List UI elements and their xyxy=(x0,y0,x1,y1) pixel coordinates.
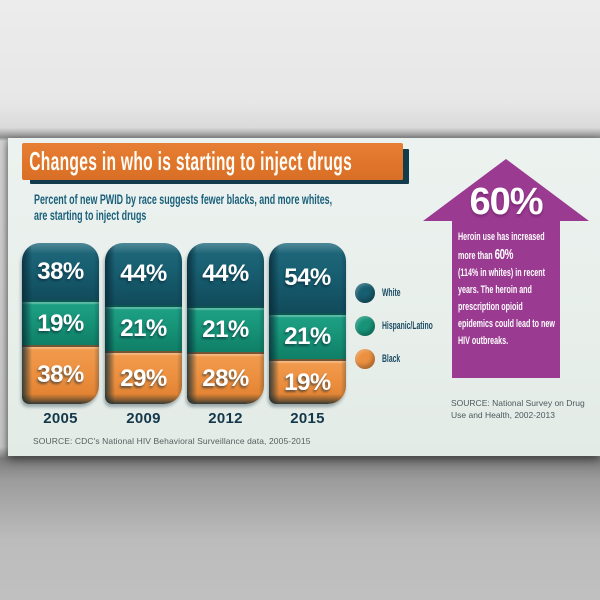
source-note-left: SOURCE: CDC's National HIV Behavioral Su… xyxy=(33,436,311,446)
callout-body: Heroin use has increased more than 60% (… xyxy=(458,229,557,350)
bar-segment-white: 54% xyxy=(269,243,346,313)
segment-value-label: 44% xyxy=(120,260,167,288)
subtitle-line-2: are starting to inject drugs xyxy=(34,207,147,223)
bar-segment-hispanic-latino: 21% xyxy=(187,305,264,353)
bar-segment-white: 44% xyxy=(187,243,264,306)
bar-2005: 38% 19% 38% xyxy=(22,243,99,404)
segment-value-label: 29% xyxy=(120,364,167,392)
legend-item: Hispanic/Latino xyxy=(355,316,464,336)
segment-value-label: 44% xyxy=(202,260,249,288)
segment-value-label: 38% xyxy=(37,257,84,285)
bar-2015: 54% 21% 19% xyxy=(269,243,346,404)
legend-label: Hispanic/Latino xyxy=(382,320,433,332)
bar-segment-black: 28% xyxy=(187,352,264,404)
callout-body-highlight: 60% xyxy=(494,246,514,263)
bar-2012: 44% 21% 28% xyxy=(187,243,264,404)
source-note-right: SOURCE: National Survey on Drug Use and … xyxy=(451,397,600,421)
segment-value-label: 28% xyxy=(202,365,249,392)
segment-value-label: 19% xyxy=(37,309,84,337)
up-arrow-shape xyxy=(423,159,589,378)
segment-value-label: 21% xyxy=(284,323,331,351)
legend-label: White xyxy=(382,287,401,299)
segment-value-label: 19% xyxy=(284,368,331,396)
segment-value-label: 54% xyxy=(284,263,331,291)
bar-segment-black: 19% xyxy=(269,359,346,404)
bar-segment-hispanic-latino: 21% xyxy=(269,312,346,360)
subtitle-line-1: Percent of new PWID by race suggests few… xyxy=(34,192,333,207)
source-right-line-2: Use and Health, 2002-2013 xyxy=(451,410,555,420)
year-label: 2012 xyxy=(208,410,243,427)
segment-value-label: 21% xyxy=(120,315,167,343)
up-arrow-icon xyxy=(423,159,589,378)
legend-swatch-icon xyxy=(355,316,375,336)
legend-label: Black xyxy=(382,353,401,365)
legend-swatch-icon xyxy=(355,349,375,369)
bar-segment-hispanic-latino: 19% xyxy=(22,300,99,345)
segment-value-label: 38% xyxy=(37,361,84,389)
callout-body-before: Heroin use has increased more than xyxy=(458,231,545,262)
bar-segment-black: 29% xyxy=(105,351,182,404)
legend-item: White xyxy=(355,283,464,303)
bar-segment-hispanic-latino: 21% xyxy=(105,305,182,352)
bar-segment-white: 44% xyxy=(105,243,182,306)
year-label: 2009 xyxy=(126,410,161,427)
bar-segment-white: 38% xyxy=(22,243,99,301)
bar-segment-black: 38% xyxy=(22,344,99,404)
callout-headline: 60% xyxy=(469,181,543,223)
subtitle: Percent of new PWID by race suggests few… xyxy=(34,192,377,223)
callout-body-after: (114% in whites) in recent years. The he… xyxy=(458,267,555,347)
segment-value-label: 21% xyxy=(202,315,249,343)
legend: White Hispanic/Latino Black xyxy=(355,283,464,369)
page-title: Changes in who is starting to inject dru… xyxy=(29,146,353,176)
title-banner: Changes in who is starting to inject dru… xyxy=(22,143,403,180)
bar-2009: 44% 21% 29% xyxy=(105,243,182,404)
legend-item: Black xyxy=(355,349,464,369)
year-label: 2005 xyxy=(43,410,78,427)
year-label: 2015 xyxy=(290,410,325,427)
source-right-line-1: SOURCE: National Survey on Drug xyxy=(451,398,585,408)
legend-swatch-icon xyxy=(355,283,375,303)
